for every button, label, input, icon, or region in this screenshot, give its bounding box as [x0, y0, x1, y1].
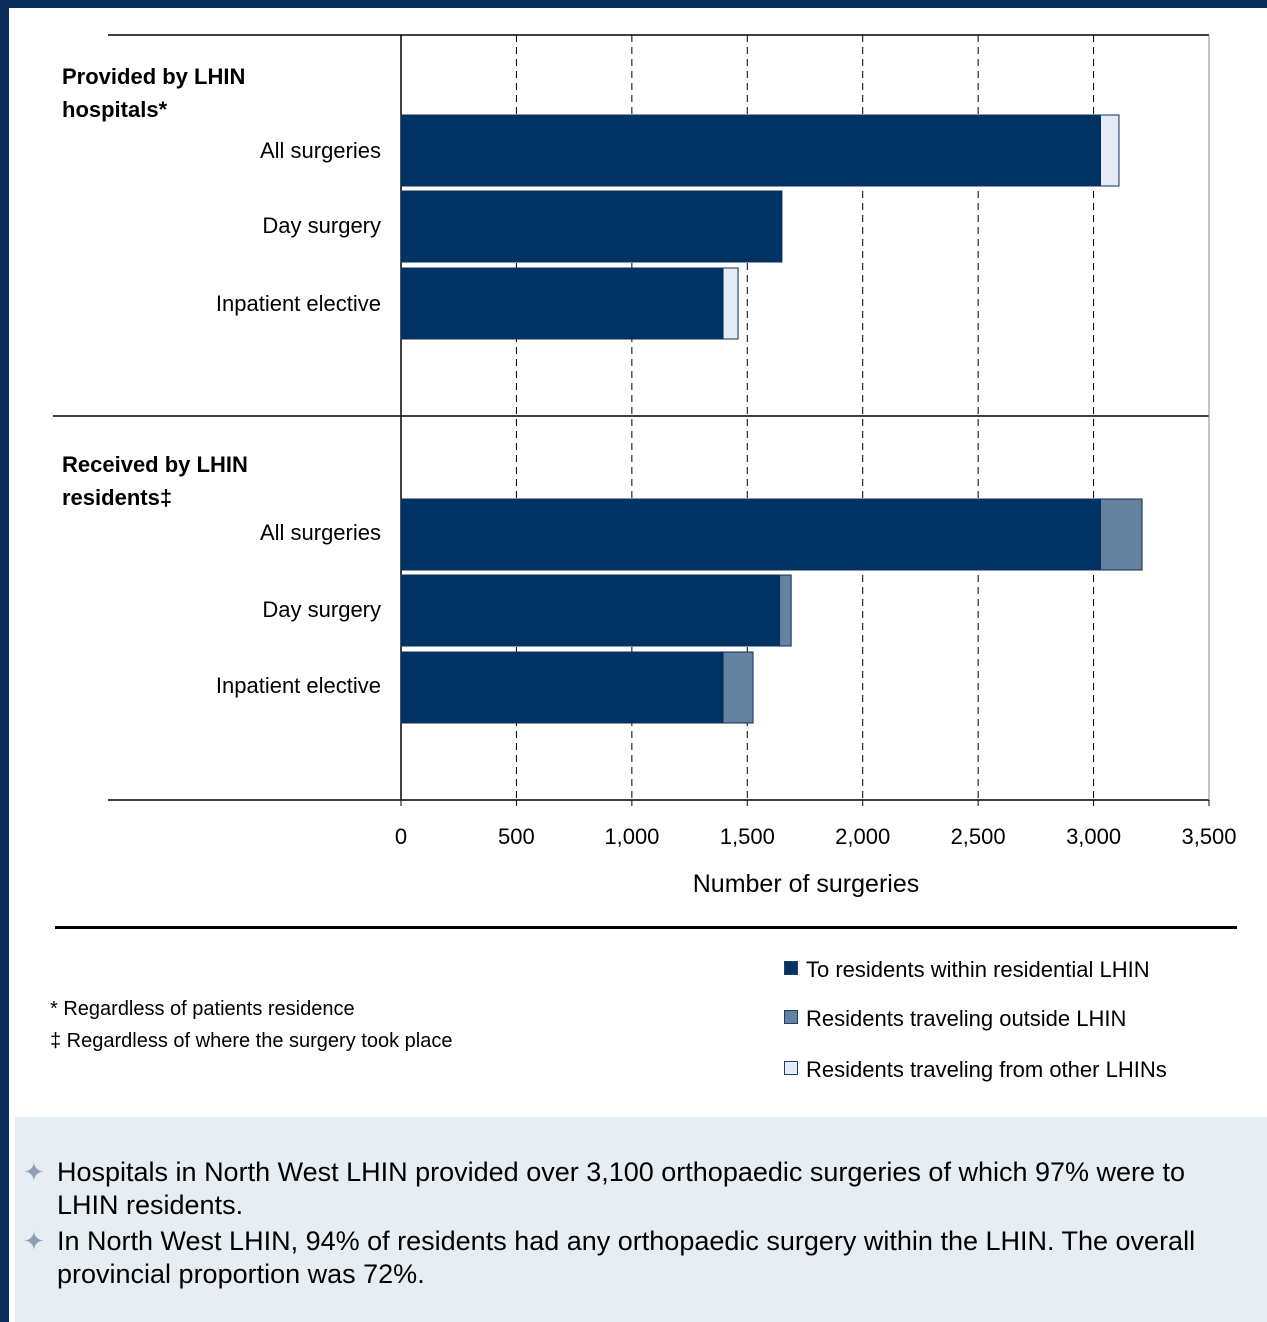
x-tick-label: 2,000	[835, 824, 891, 849]
x-axis-title: Number of surgeries	[692, 870, 920, 898]
bar-segment	[400, 498, 1101, 571]
section-label-received: Received by LHIN residents‡	[62, 448, 248, 514]
category-label: All surgeries	[259, 138, 381, 163]
footnote: ‡ Regardless of where the surgery took p…	[50, 1030, 453, 1052]
legend-swatch	[784, 961, 798, 975]
divider-rule	[55, 926, 1237, 929]
summary-panel	[15, 1117, 1267, 1322]
legend-item: Residents traveling from other LHINs	[784, 1057, 1167, 1083]
bar-segment	[1099, 114, 1120, 187]
x-tick-label: 0	[394, 824, 408, 849]
category-label: Day surgery	[262, 213, 381, 238]
section-label-received-line1: Received by LHIN	[62, 452, 248, 477]
legend-item: To residents within residential LHIN	[784, 957, 1150, 983]
section-label-provided: Provided by LHIN hospitals*	[62, 60, 245, 126]
x-tick-label: 3,500	[1181, 824, 1237, 849]
bullet-star-icon: ✦	[23, 1157, 45, 1187]
bar-segment	[400, 114, 1101, 187]
summary-bullet: ✦ Hospitals in North West LHIN provided …	[23, 1156, 1217, 1222]
category-label: Inpatient elective	[215, 291, 381, 316]
bullet-star-icon: ✦	[23, 1226, 45, 1256]
x-tick-label: 1,000	[604, 824, 660, 849]
legend-label: Residents traveling from other LHINs	[806, 1057, 1167, 1082]
legend-swatch	[784, 1061, 798, 1075]
bar-segment	[779, 574, 792, 647]
stacked-bar-chart	[53, 34, 1210, 806]
frame-left-border	[0, 0, 9, 1322]
bar-segment	[400, 267, 724, 340]
summary-text: In North West LHIN, 94% of residents had…	[57, 1226, 1196, 1289]
legend-swatch	[784, 1010, 798, 1024]
legend-label: To residents within residential LHIN	[806, 957, 1150, 982]
summary-bullet: ✦ In North West LHIN, 94% of residents h…	[23, 1225, 1217, 1291]
section-label-received-line2: residents‡	[62, 485, 173, 510]
x-tick-label: 1,500	[719, 824, 775, 849]
frame-top-border	[0, 0, 1267, 8]
summary-text: Hospitals in North West LHIN provided ov…	[57, 1157, 1186, 1220]
footnote: * Regardless of patients residence	[50, 998, 355, 1020]
legend-label: Residents traveling outside LHIN	[806, 1006, 1127, 1031]
category-label: Inpatient elective	[215, 673, 381, 698]
x-tick-label: 3,000	[1066, 824, 1122, 849]
bar-segment	[1099, 498, 1143, 571]
bar-segment	[400, 574, 781, 647]
bar-segment	[400, 651, 724, 724]
x-tick-label: 500	[498, 824, 535, 849]
category-label: All surgeries	[259, 520, 381, 545]
bar-segment	[722, 651, 754, 724]
x-tick-label: 2,500	[950, 824, 1006, 849]
section-label-provided-line1: Provided by LHIN	[62, 64, 246, 89]
bar-segment	[722, 267, 739, 340]
section-label-provided-line2: hospitals*	[62, 97, 168, 122]
legend-item: Residents traveling outside LHIN	[784, 1006, 1126, 1032]
category-label: Day surgery	[262, 597, 381, 622]
bar-segment	[400, 190, 783, 263]
